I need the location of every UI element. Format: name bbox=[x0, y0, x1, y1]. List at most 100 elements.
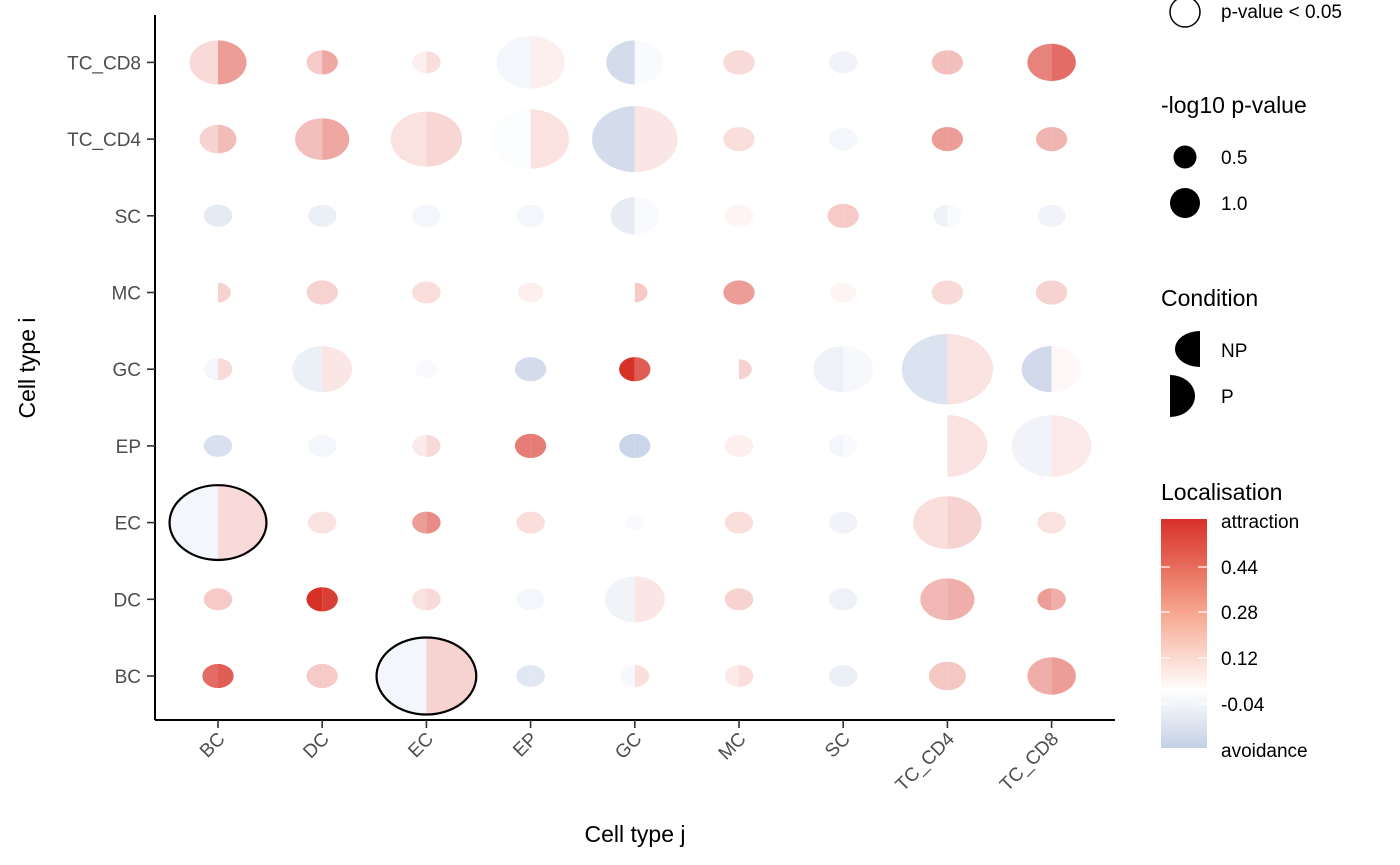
bubble-TC_CD4-TC_CD8-p bbox=[1051, 127, 1068, 152]
bubble-GC-TC_CD4-np bbox=[901, 334, 948, 405]
bubble-TC_CD4-EP-np bbox=[492, 109, 531, 169]
bubble-TC_CD8-TC_CD4-np bbox=[931, 50, 948, 75]
bubble-EP-EP-p bbox=[530, 433, 547, 458]
y-tick-label-EP: EP bbox=[116, 437, 141, 458]
bubble-GC-SC-p bbox=[843, 346, 874, 393]
bubble-EP-MC-np bbox=[724, 434, 739, 457]
bubble-EC-SC-np bbox=[828, 511, 844, 534]
bubble-SC-DC-p bbox=[322, 204, 337, 227]
bubble-DC-GC-p bbox=[634, 576, 665, 623]
bubble-BC-TC_CD4-p bbox=[947, 661, 966, 691]
bubble-BC-TC_CD4-np bbox=[928, 661, 948, 691]
bubble-DC-DC-p bbox=[322, 587, 338, 612]
bubble-EP-EC-np bbox=[412, 434, 427, 457]
bubble-BC-EP-p bbox=[530, 665, 545, 687]
bubble-EC-EP-np bbox=[516, 511, 531, 534]
bubble-EC-GC-np bbox=[624, 514, 635, 531]
bubble-DC-TC_CD4-p bbox=[947, 578, 975, 621]
bubble-MC-DC-np bbox=[306, 280, 323, 305]
bubble-DC-DC-np bbox=[306, 587, 323, 612]
bubble-BC-SC-np bbox=[828, 665, 844, 687]
bubble-MC-GC-np bbox=[621, 282, 635, 303]
bubble-DC-SC-p bbox=[843, 588, 858, 611]
bubble-EP-BC-np bbox=[203, 434, 218, 457]
x-tick-label-EP: EP bbox=[509, 729, 542, 762]
bubble-EP-SC-p bbox=[843, 434, 858, 457]
bubble-TC_CD4-SC-p bbox=[843, 128, 858, 151]
bubble-EC-TC_CD4-p bbox=[947, 496, 982, 549]
y-tick-label-GC: GC bbox=[113, 360, 142, 381]
bubble-EC-SC-p bbox=[843, 511, 858, 534]
bubble-EP-TC_CD8-np bbox=[1011, 415, 1052, 477]
bubble-TC_CD4-GC-p bbox=[634, 106, 678, 173]
condition-label-np: NP bbox=[1221, 341, 1247, 362]
bubble-EC-EP-p bbox=[530, 511, 545, 534]
bubble-GC-EC-p bbox=[426, 360, 438, 378]
significance-ring-EC-BC bbox=[168, 484, 268, 562]
bubble-TC_CD8-SC-np bbox=[828, 51, 844, 74]
bubble-TC_CD8-SC-p bbox=[843, 51, 858, 74]
y-tick-label-TC_CD4: TC_CD4 bbox=[67, 130, 141, 151]
bubble-BC-EP-np bbox=[516, 665, 531, 687]
bubble-MC-MC-np bbox=[723, 280, 739, 305]
bubble-TC_CD8-MC-np bbox=[723, 50, 739, 75]
bubble-TC_CD4-DC-p bbox=[322, 118, 350, 160]
bubble-MC-EP-p bbox=[530, 282, 544, 303]
bubble-GC-GC-p bbox=[634, 357, 651, 382]
bubble-TC_CD4-BC-np bbox=[199, 124, 218, 154]
bubble-SC-MC-np bbox=[724, 204, 739, 227]
significance-ring-BC-EC bbox=[375, 636, 478, 716]
bubble-TC_CD8-TC_CD8-np bbox=[1027, 43, 1052, 82]
bubble-EC-MC-np bbox=[724, 511, 739, 534]
bubble-SC-SC-p bbox=[843, 203, 859, 228]
bubble-TC_CD8-EP-p bbox=[530, 36, 565, 89]
size-legend-label-large: 1.0 bbox=[1221, 194, 1247, 215]
condition-legend: Condition NP P bbox=[1161, 285, 1258, 417]
bubble-BC-GC-np bbox=[620, 665, 635, 687]
bubble-MC-BC-p bbox=[218, 282, 231, 303]
x-tick-label-TC_CD4: TC_CD4 bbox=[892, 728, 959, 795]
bubble-TC_CD4-MC-p bbox=[739, 127, 755, 152]
bubble-BC-MC-np bbox=[724, 665, 739, 687]
bubble-EP-DC-p bbox=[322, 434, 337, 457]
bubble-MC-GC-p bbox=[634, 282, 648, 303]
bubble-BC-EC-np bbox=[376, 637, 427, 715]
bubble-SC-TC_CD4-p bbox=[947, 204, 962, 227]
bubble-BC-BC-p bbox=[218, 663, 234, 689]
y-tick-label-SC: SC bbox=[115, 207, 141, 228]
bubble-EC-GC-p bbox=[634, 514, 645, 531]
bubble-EP-MC-p bbox=[739, 434, 754, 457]
bubble-EP-EP-np bbox=[514, 433, 531, 458]
bubble-EP-EC-p bbox=[426, 434, 441, 457]
bubble-EC-EC-p bbox=[426, 511, 441, 534]
significance-legend-key bbox=[1169, 0, 1201, 28]
bubble-BC-DC-p bbox=[322, 663, 338, 689]
bubble-SC-SC-np bbox=[827, 203, 844, 228]
bubble-EP-GC-p bbox=[634, 433, 651, 458]
bubble-SC-DC-np bbox=[307, 204, 323, 227]
bubble-GC-GC-np bbox=[619, 357, 635, 382]
x-tick-label-SC: SC bbox=[821, 729, 855, 763]
condition-legend-title: Condition bbox=[1161, 285, 1258, 311]
bubble-TC_CD8-DC-p bbox=[322, 50, 338, 75]
color-legend-label-attraction: attraction bbox=[1221, 512, 1299, 533]
bubble-MC-SC-np bbox=[830, 282, 844, 303]
bubble-SC-EC-p bbox=[426, 204, 441, 227]
bubble-TC_CD8-EP-np bbox=[496, 36, 531, 89]
bubble-DC-GC-np bbox=[604, 576, 635, 623]
bubble-MC-SC-p bbox=[843, 282, 857, 303]
y-tick-label-DC: DC bbox=[114, 590, 141, 611]
bubble-GC-SC-np bbox=[813, 346, 844, 393]
bubble-GC-MC-p bbox=[739, 359, 752, 380]
bubble-EC-DC-p bbox=[322, 511, 337, 534]
color-legend-label-044: 0.44 bbox=[1221, 558, 1258, 579]
bubble-SC-EP-np bbox=[516, 204, 531, 227]
bubble-TC_CD8-GC-p bbox=[634, 40, 664, 85]
bubble-BC-DC-np bbox=[306, 663, 323, 689]
bubble-MC-TC_CD4-np bbox=[931, 280, 948, 305]
x-tick-label-DC: DC bbox=[299, 729, 333, 763]
significance-legend: p-value < 0.05 bbox=[1169, 0, 1342, 28]
condition-key-np-half-disc bbox=[1175, 331, 1200, 367]
bubble-TC_CD8-TC_CD4-p bbox=[947, 50, 964, 75]
color-bar-ticks bbox=[1161, 566, 1207, 705]
